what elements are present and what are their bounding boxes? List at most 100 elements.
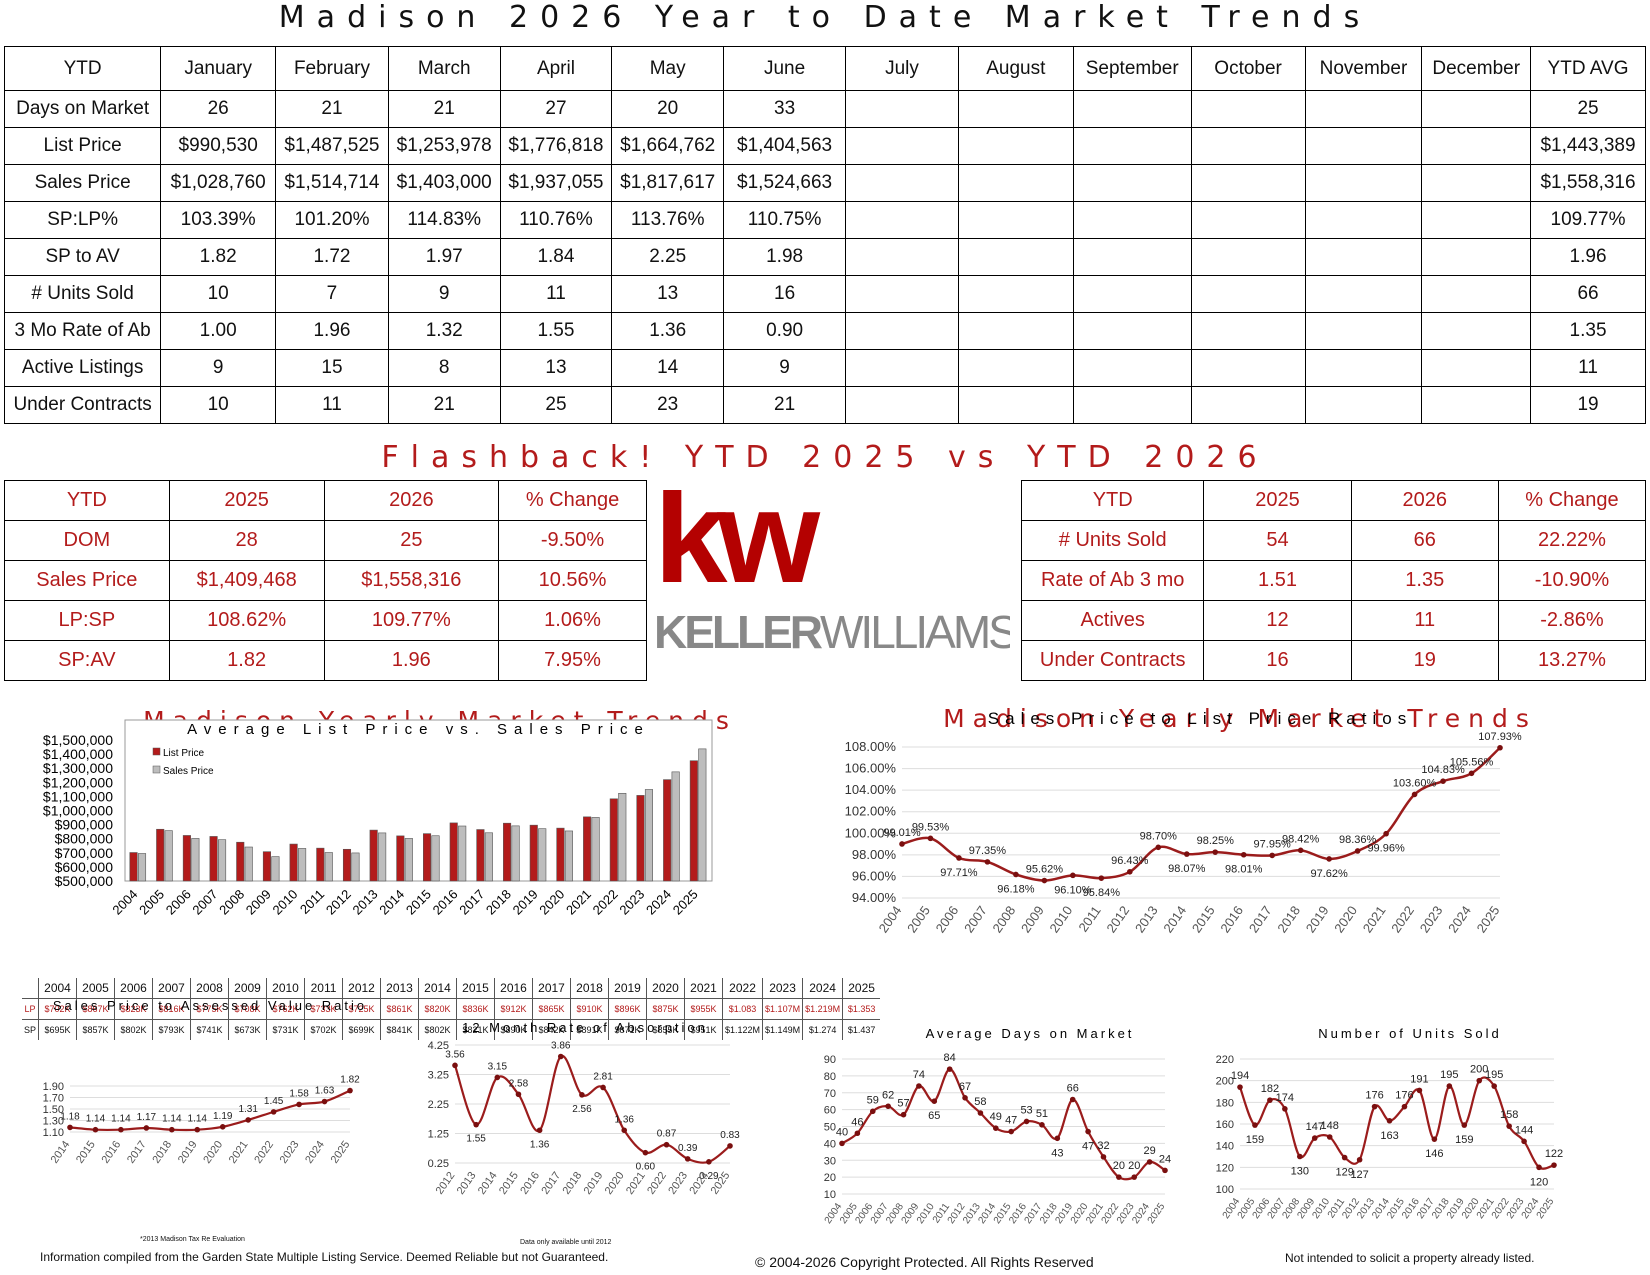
data-point [1506, 1123, 1512, 1129]
table-cell: 54 [1203, 520, 1352, 561]
data-point [494, 1074, 501, 1081]
table-cell: 1.55 [499, 312, 613, 350]
data-point [1041, 877, 1048, 884]
data-point [1326, 856, 1332, 862]
table-cell: $1,253,978 [387, 127, 501, 165]
y-tick-label: $1,300,000 [43, 760, 113, 776]
table-cell [1304, 275, 1423, 313]
data-point [1237, 1084, 1243, 1090]
data-label: 3.15 [488, 1061, 508, 1072]
data-point [1098, 875, 1105, 881]
x-tick-label: 2016 [99, 1139, 123, 1166]
data-label: 0.60 [636, 1162, 656, 1173]
data-label: 98.01% [1225, 864, 1263, 876]
data-point [118, 1126, 124, 1133]
data-label: 0.29 [699, 1171, 719, 1182]
table-cell [1072, 349, 1192, 387]
x-tick-label: 2019 [1303, 903, 1332, 935]
table-cell [957, 90, 1074, 128]
y-tick-label: 20 [824, 1172, 836, 1184]
data-label: 57 [897, 1098, 909, 1110]
y-tick-label: 4.25 [428, 1040, 449, 1052]
data-point [245, 1117, 251, 1123]
bar [644, 789, 653, 882]
data-label: 174 [1276, 1092, 1294, 1104]
table-cell: $1,558,316 [1530, 164, 1646, 202]
grid-value: $865K [532, 998, 571, 1020]
table-cell [1190, 275, 1306, 313]
data-point [1008, 1128, 1014, 1135]
data-point [219, 1124, 226, 1130]
column-header: % Change [498, 480, 647, 521]
table-cell [1421, 127, 1532, 165]
y-tick-label: 140 [1216, 1141, 1234, 1153]
x-tick-label: 2014 [49, 1139, 73, 1166]
bar [218, 839, 227, 882]
y-tick-label: 220 [1216, 1054, 1234, 1066]
table-cell [1304, 127, 1423, 165]
data-point [663, 1141, 670, 1148]
data-point [927, 835, 934, 842]
grid-year: 2021 [684, 978, 723, 999]
table-cell: 12 [1203, 600, 1352, 641]
table-cell [845, 275, 959, 313]
data-point [1521, 1138, 1527, 1145]
table-row: SP:AV 1.82 1.96 7.95% [4, 640, 647, 681]
table-cell [957, 164, 1074, 202]
table-cell: 11 [1350, 600, 1499, 641]
grid-value: $1.219M [802, 998, 843, 1020]
data-label: 32 [1097, 1140, 1109, 1152]
data-label: 47 [1082, 1141, 1094, 1153]
data-point [515, 1091, 522, 1098]
data-label: 105.56% [1450, 756, 1494, 768]
y-tick-label: 2.25 [428, 1099, 449, 1111]
data-point [452, 1062, 458, 1069]
x-tick-label: 2018 [150, 1139, 174, 1166]
row-label: Rate of Ab 3 mo [1020, 560, 1205, 601]
table-cell: -9.50% [498, 520, 647, 561]
y-tick-label: 94.00% [852, 890, 897, 905]
data-label: 1.55 [466, 1134, 486, 1145]
grid-value: $731K [266, 1019, 305, 1040]
table-cell: 16 [1203, 640, 1352, 681]
data-label: 3.56 [445, 1049, 465, 1060]
data-label: 1.14 [162, 1114, 182, 1125]
table-cell [1304, 349, 1423, 387]
data-point [931, 1098, 938, 1104]
x-tick-label: 2022 [590, 887, 621, 918]
data-label: 74 [913, 1069, 925, 1081]
table-cell: 1.00 [160, 312, 277, 350]
y-tick-label: $800,000 [55, 831, 114, 847]
table-row: Active Listings 9 15 8 13 14 9 11 [3, 349, 1646, 387]
y-tick-label: 1.50 [43, 1104, 64, 1116]
x-tick-label: 2019 [176, 1139, 200, 1166]
table-cell: 1.06% [498, 600, 647, 641]
bar [689, 760, 698, 882]
data-label: 49 [990, 1111, 1002, 1123]
table-cell: $1,409,468 [168, 560, 325, 601]
table-row: # Units Sold 10 7 9 11 13 16 66 [3, 275, 1646, 313]
column-header: November [1304, 46, 1423, 91]
table-cell: 7 [275, 275, 389, 313]
table-cell: 1.96 [1530, 238, 1646, 276]
x-tick-label: 2005 [136, 887, 167, 918]
data-point [839, 1140, 845, 1147]
table-cell: 66 [1350, 520, 1499, 561]
table-cell [1421, 349, 1532, 387]
list-vs-sales-bar-chart: $500,000$600,000$700,000$800,000$900,000… [43, 719, 713, 918]
x-tick-label: 2011 [1075, 903, 1103, 935]
grid-value: $855K [646, 1019, 685, 1040]
x-tick-label: 2023 [616, 887, 647, 918]
x-tick-label: 2024 [643, 887, 674, 918]
table-cell: 21 [387, 386, 501, 424]
data-label: 2.81 [593, 1071, 613, 1082]
x-tick-label: 2020 [603, 1170, 627, 1197]
bar [289, 843, 298, 882]
table-cell [1304, 238, 1423, 276]
y-tick-label: 108.00% [845, 739, 897, 754]
table-cell [845, 238, 959, 276]
y-tick-label: 160 [1216, 1119, 1234, 1131]
y-tick-label: 80 [824, 1071, 836, 1083]
data-point [194, 1126, 201, 1133]
data-label: 65 [928, 1110, 940, 1122]
